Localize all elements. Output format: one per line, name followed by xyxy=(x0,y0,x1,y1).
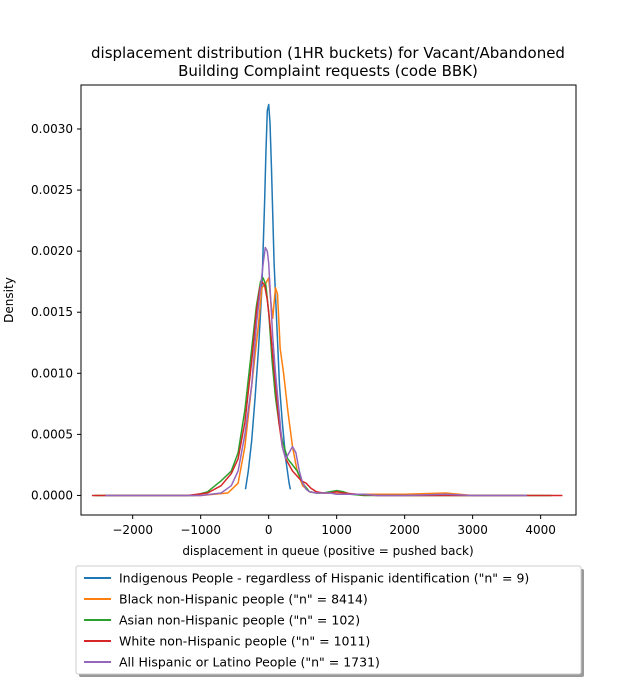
legend-entries: Indigenous People - regardless of Hispan… xyxy=(84,571,529,670)
x-tick-label-3: 1000 xyxy=(321,523,352,537)
y-tick-label-0: 0.0000 xyxy=(31,488,73,502)
y-axis-ticks: 0.0000 0.0005 0.0010 0.0015 0.0020 0.0025 0.00… xyxy=(31,122,81,502)
y-tick-label-6: 0.0030 xyxy=(31,122,73,136)
x-tick-label-4: 2000 xyxy=(389,523,420,537)
legend: Indigenous People - regardless of Hispan… xyxy=(75,565,584,677)
y-tick-label-2: 0.0010 xyxy=(31,366,73,380)
series-line-4 xyxy=(105,246,527,497)
x-tick-label-5: 3000 xyxy=(457,523,488,537)
legend-label-4: All Hispanic or Latino People ("n" = 173… xyxy=(119,655,380,670)
legend-label-0: Indigenous People - regardless of Hispan… xyxy=(119,571,529,586)
chart-title-line-2: Building Complaint requests (code BBK) xyxy=(178,62,478,80)
x-tick-label-1: −1000 xyxy=(180,523,221,537)
plot-lines xyxy=(91,103,563,497)
x-tick-label-0: −2000 xyxy=(112,523,153,537)
legend-label-2: Asian non-Hispanic people ("n" = 102) xyxy=(119,613,360,628)
series-line-0 xyxy=(244,103,292,490)
legend-label-1: Black non-Hispanic people ("n" = 8414) xyxy=(119,592,368,607)
plot-frame xyxy=(80,84,577,516)
x-axis-ticks: −2000 −1000 0 1000 2000 3000 4000 xyxy=(112,515,556,537)
series-line-1 xyxy=(108,277,523,497)
chart-title-line-1: displacement distribution (1HR buckets) … xyxy=(91,44,565,62)
y-tick-label-4: 0.0020 xyxy=(31,244,73,258)
y-tick-label-1: 0.0005 xyxy=(31,427,73,441)
x-tick-label-6: 4000 xyxy=(525,523,556,537)
legend-label-3: White non-Hispanic people ("n" = 1011) xyxy=(119,634,370,649)
legend-box xyxy=(75,565,582,675)
y-tick-label-5: 0.0025 xyxy=(31,183,73,197)
y-axis-label: Density xyxy=(2,277,16,323)
x-tick-label-2: 0 xyxy=(265,523,273,537)
x-axis-label: displacement in queue (positive = pushed… xyxy=(182,544,473,558)
series-line-3 xyxy=(91,280,563,497)
y-tick-label-3: 0.0015 xyxy=(31,305,73,319)
series-line-2 xyxy=(94,277,552,497)
